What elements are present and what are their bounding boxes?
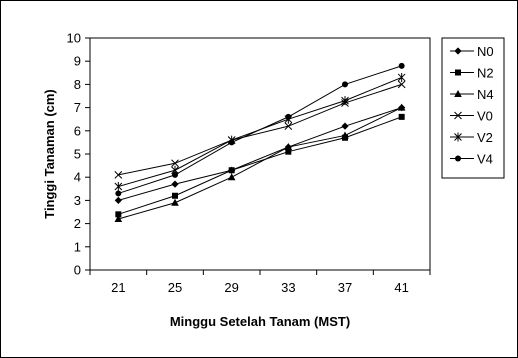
data-point — [454, 132, 462, 142]
x-tick-label: 21 — [111, 280, 125, 295]
legend: N0 N2 N4 V0 V2 V4 — [450, 44, 494, 167]
data-point — [114, 214, 123, 222]
data-point — [285, 113, 292, 120]
data-point — [398, 62, 405, 69]
y-tick-label: 8 — [74, 77, 81, 92]
y-tick-label: 1 — [74, 239, 81, 254]
series-line — [118, 76, 402, 187]
data-point — [454, 47, 462, 55]
legend-label: N4 — [477, 87, 494, 102]
data-point — [172, 171, 178, 178]
y-axis-title: Tinggi Tanaman (cm) — [42, 89, 57, 219]
data-point — [172, 192, 178, 199]
x-tick-label: 25 — [168, 280, 182, 295]
y-tick-label: 5 — [74, 147, 81, 162]
axis-ticks: 0 1 2 3 4 5 6 7 8 9 10 21 25 29 33 37 41 — [67, 31, 431, 295]
data-point — [284, 122, 293, 131]
y-tick-label: 2 — [74, 216, 81, 231]
data-point — [341, 122, 349, 130]
data-point — [341, 96, 349, 106]
legend-label: N2 — [477, 66, 494, 81]
legend-entry: N2 — [450, 66, 494, 81]
x-axis-title: Minggu Setelah Tanam (MST) — [170, 314, 350, 329]
y-tick-label: 7 — [74, 100, 81, 115]
series-v4 — [115, 62, 405, 197]
legend-label: V2 — [477, 130, 493, 145]
data-point — [455, 69, 461, 76]
data-point — [171, 159, 179, 168]
y-tick-label: 6 — [74, 123, 81, 138]
x-tick-label: 37 — [338, 280, 352, 295]
data-point — [171, 198, 179, 206]
data-point — [227, 173, 236, 181]
series-group — [114, 62, 406, 222]
data-point — [114, 171, 123, 179]
y-tick-label: 10 — [67, 31, 81, 46]
data-point — [115, 190, 122, 197]
data-point — [114, 181, 123, 191]
series-line — [118, 116, 402, 215]
legend-box — [441, 37, 505, 179]
x-tick-label: 29 — [224, 280, 238, 295]
data-point — [398, 113, 405, 120]
data-point — [285, 148, 292, 155]
legend-label: V0 — [477, 109, 493, 124]
data-point — [397, 103, 406, 111]
data-point — [454, 111, 462, 120]
series-n0 — [114, 104, 406, 204]
data-point — [228, 167, 235, 174]
y-tick-label: 3 — [74, 193, 81, 208]
data-point — [397, 72, 406, 82]
data-point — [171, 180, 179, 188]
data-point — [341, 131, 349, 139]
legend-entry: V0 — [450, 109, 493, 124]
data-point — [397, 80, 406, 89]
legend-entry: N4 — [450, 87, 494, 102]
legend-label: V4 — [477, 152, 493, 167]
series-n4 — [114, 103, 406, 222]
y-tick-label: 9 — [74, 54, 81, 69]
data-point — [455, 155, 461, 162]
x-tick-label: 33 — [281, 280, 295, 295]
data-point — [228, 139, 235, 146]
y-tick-label: 0 — [74, 263, 81, 278]
legend-entry: V4 — [450, 152, 493, 167]
series-line — [118, 65, 402, 194]
series-line — [118, 83, 402, 176]
legend-label: N0 — [477, 44, 494, 59]
series-line — [118, 107, 402, 220]
x-tick-label: 41 — [394, 280, 408, 295]
data-point — [342, 81, 348, 88]
series-line — [118, 107, 402, 201]
data-point — [115, 211, 122, 218]
legend-entry: V2 — [450, 130, 493, 145]
data-point — [114, 196, 122, 204]
legend-entry: N0 — [450, 44, 494, 59]
y-tick-label: 4 — [74, 170, 81, 185]
data-point — [454, 90, 462, 97]
data-point — [284, 143, 293, 151]
